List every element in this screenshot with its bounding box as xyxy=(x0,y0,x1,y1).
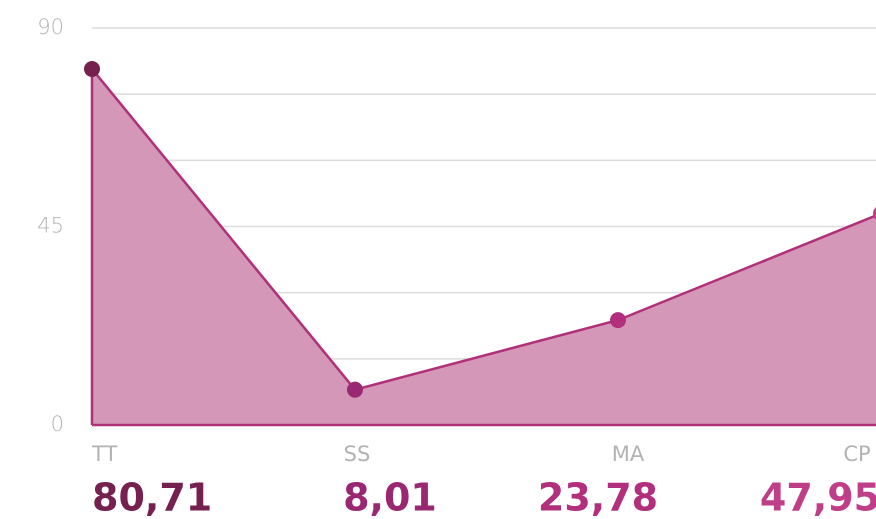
y-tick-label: 90 xyxy=(37,15,64,39)
value-label: 8,01 xyxy=(343,476,437,519)
value-label: 47,95 xyxy=(760,476,876,519)
x-tick-label: MA xyxy=(612,442,645,466)
y-tick-label: 45 xyxy=(37,214,64,238)
point xyxy=(347,381,363,398)
value-label: 80,71 xyxy=(92,476,212,519)
x-tick-label: CP xyxy=(843,442,870,466)
area xyxy=(92,68,876,425)
x-tick-label: SS xyxy=(344,442,371,466)
point xyxy=(610,312,626,329)
y-tick-label: 0 xyxy=(51,412,64,436)
x-tick-label: TT xyxy=(91,442,117,466)
point xyxy=(873,207,876,220)
point xyxy=(84,60,100,77)
value-label: 23,78 xyxy=(538,476,658,519)
line xyxy=(91,68,876,392)
